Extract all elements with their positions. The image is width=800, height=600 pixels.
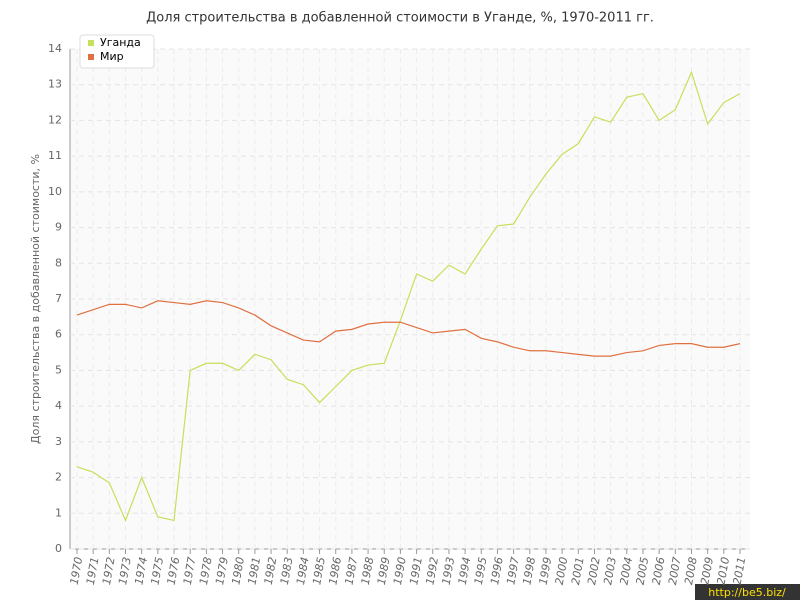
x-tick-label: 1997 xyxy=(504,556,522,586)
x-tick-label: 2002 xyxy=(585,556,603,586)
x-tick-label: 2004 xyxy=(617,556,635,586)
y-tick-label: 5 xyxy=(55,363,62,376)
legend-label: Мир xyxy=(100,50,124,63)
x-tick-label: 2006 xyxy=(650,556,668,586)
x-tick-label: 1976 xyxy=(165,556,183,586)
x-tick-label: 1980 xyxy=(229,556,247,586)
y-tick-label: 13 xyxy=(48,78,62,91)
x-tick-label: 1999 xyxy=(537,556,555,586)
plot-area xyxy=(70,49,750,549)
x-tick-label: 1988 xyxy=(359,556,377,586)
x-tick-label: 1981 xyxy=(246,556,264,586)
x-tick-label: 1993 xyxy=(440,556,458,586)
x-tick-label: 1975 xyxy=(149,556,167,586)
y-tick-label: 4 xyxy=(55,399,62,412)
x-tick-label: 1987 xyxy=(343,556,361,586)
x-tick-label: 1995 xyxy=(472,556,490,586)
x-tick-label: 1971 xyxy=(84,556,102,586)
y-tick-label: 11 xyxy=(48,149,62,162)
x-tick-label: 1996 xyxy=(488,556,506,586)
x-tick-label: 2007 xyxy=(666,556,684,586)
x-tick-label: 1992 xyxy=(423,556,441,586)
x-tick-label: 1985 xyxy=(310,556,328,586)
x-tick-label: 1994 xyxy=(456,556,474,586)
series-line xyxy=(76,300,741,357)
watermark-bg xyxy=(695,584,800,600)
x-tick-label: 2009 xyxy=(698,556,716,586)
y-tick-label: 1 xyxy=(55,506,62,519)
x-tick-label: 1983 xyxy=(278,556,296,586)
y-tick-label: 14 xyxy=(48,42,62,55)
y-tick-label: 10 xyxy=(48,185,62,198)
chart-title: Доля строительства в добавленной стоимос… xyxy=(146,11,654,26)
x-tick-label: 2003 xyxy=(601,556,619,586)
series-line xyxy=(76,70,741,523)
y-tick-label: 7 xyxy=(55,292,62,305)
watermark: http://be5.biz/ xyxy=(708,586,786,599)
x-tick-label: 1974 xyxy=(132,556,150,586)
x-tick-label: 1978 xyxy=(197,556,215,586)
y-tick-label: 0 xyxy=(55,542,62,555)
y-axis-label: Доля строительства в добавленной стоимос… xyxy=(29,154,42,444)
x-tick-label: 2001 xyxy=(569,556,587,586)
legend-box xyxy=(79,34,155,69)
y-tick-label: 2 xyxy=(55,471,62,484)
x-tick-label: 1970 xyxy=(68,556,86,586)
legend-swatch xyxy=(88,40,94,46)
y-tick-label: 8 xyxy=(55,256,62,269)
legend-swatch xyxy=(88,54,94,60)
x-tick-label: 1989 xyxy=(375,556,393,586)
x-tick-label: 1977 xyxy=(181,556,199,586)
x-tick-label: 2000 xyxy=(553,556,571,586)
y-tick-label: 6 xyxy=(55,328,62,341)
x-tick-label: 1972 xyxy=(100,556,118,586)
y-tick-label: 9 xyxy=(55,221,62,234)
legend-label: Уганда xyxy=(100,36,141,49)
x-tick-label: 1973 xyxy=(116,556,134,586)
x-tick-label: 2010 xyxy=(715,556,733,586)
y-tick-label: 3 xyxy=(55,435,62,448)
y-tick-label: 12 xyxy=(48,113,62,126)
x-tick-label: 2005 xyxy=(634,556,652,586)
x-tick-label: 1982 xyxy=(262,556,280,586)
x-tick-label: 2011 xyxy=(731,556,749,586)
x-tick-label: 2008 xyxy=(682,556,700,586)
x-tick-label: 1991 xyxy=(407,556,425,586)
x-tick-label: 1998 xyxy=(520,556,538,586)
x-tick-label: 1990 xyxy=(391,556,409,586)
x-tick-label: 1979 xyxy=(213,556,231,586)
x-tick-label: 1984 xyxy=(294,556,312,586)
x-tick-label: 1986 xyxy=(326,556,344,586)
